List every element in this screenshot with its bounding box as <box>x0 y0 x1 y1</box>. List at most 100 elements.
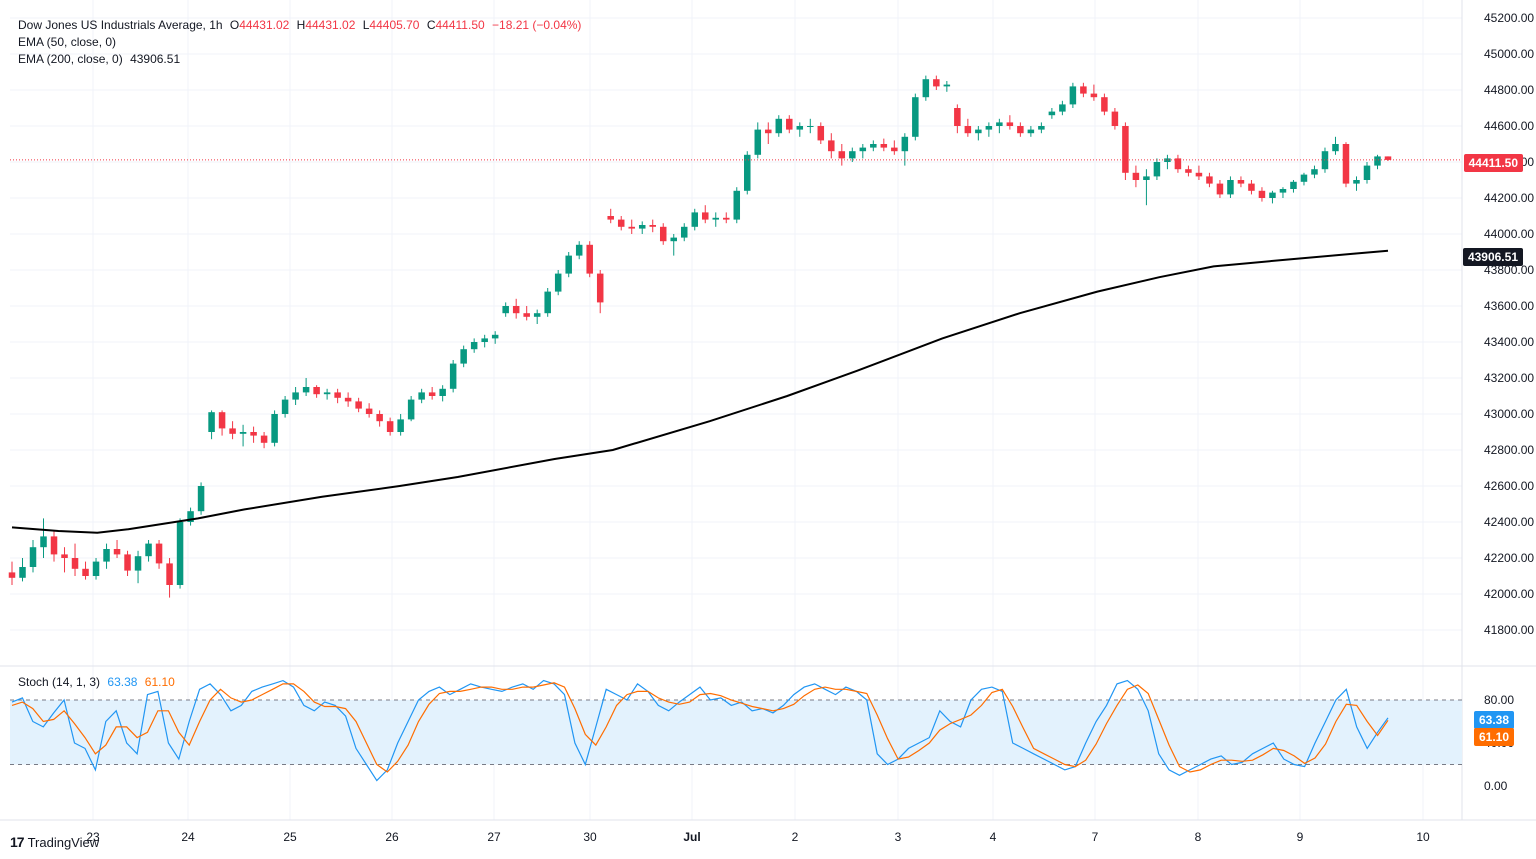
candle <box>828 133 835 159</box>
candle-body <box>638 225 646 229</box>
candle-body <box>533 313 541 317</box>
candle-body <box>922 79 930 98</box>
candle-body <box>859 147 867 152</box>
legend-ema50-label: EMA (50, close, 0) <box>18 35 117 49</box>
candle <box>880 138 888 152</box>
candle-body <box>176 522 184 585</box>
candle <box>155 540 163 569</box>
tradingview-footer[interactable]: 17 TradingView <box>10 834 99 850</box>
candle <box>523 306 530 321</box>
candle-body <box>407 399 415 420</box>
price-tick-label: 43000.00 <box>1484 407 1534 421</box>
candle-body <box>250 432 257 436</box>
grid-lines <box>10 0 1462 820</box>
last-price-badge: 44411.50 <box>1463 154 1523 172</box>
candle <box>292 387 299 405</box>
legend-ema50[interactable]: EMA (50, close, 0) <box>18 35 120 50</box>
candle <box>281 396 289 418</box>
candles <box>8 75 1392 598</box>
candle-body <box>470 342 478 350</box>
candle <box>365 403 373 418</box>
candle-body <box>996 122 1003 126</box>
candle <box>1017 122 1024 137</box>
candle <box>733 187 741 224</box>
candle-body <box>1069 86 1077 105</box>
candle <box>922 75 930 101</box>
candle <box>176 518 184 589</box>
candle-body <box>187 511 194 522</box>
candle-body <box>786 118 793 130</box>
candle-body <box>103 549 110 562</box>
candle-body <box>1311 169 1318 175</box>
candle <box>891 140 898 155</box>
candle-body <box>659 226 667 242</box>
candle-body <box>302 387 310 393</box>
candle-body <box>838 151 846 159</box>
price-tick-label: 43600.00 <box>1484 299 1534 313</box>
candle-body <box>1269 192 1276 198</box>
candle <box>439 385 446 402</box>
candle <box>386 417 394 436</box>
candle <box>40 518 47 558</box>
candle <box>1132 165 1140 188</box>
candle-body <box>954 108 961 126</box>
time-axis: 23 24 25 26 27 30 Jul 2 3 4 7 8 9 10 <box>86 830 1430 844</box>
candle-body <box>239 432 247 434</box>
legend-ema200[interactable]: EMA (200, close, 0) 43906.51 <box>18 52 184 67</box>
legend-stoch[interactable]: Stoch (14, 1, 3) 63.38 61.10 <box>18 675 179 690</box>
candle <box>208 410 215 440</box>
candle-body <box>386 421 394 432</box>
candle <box>460 345 467 368</box>
candle <box>628 219 635 234</box>
candle <box>975 126 982 141</box>
price-tick-label: 44600.00 <box>1484 119 1534 133</box>
legend-change: −18.21 (−0.04%) <box>492 18 582 32</box>
candle <box>954 104 961 134</box>
candle <box>1080 82 1087 98</box>
candle-body <box>197 486 205 512</box>
stoch-tick-label: 0.00 <box>1484 779 1508 793</box>
candle <box>1258 187 1266 202</box>
candle-body <box>1353 180 1360 184</box>
candle-body <box>29 547 37 567</box>
legend-ema200-value: 43906.51 <box>130 52 181 66</box>
candle-body <box>1248 183 1255 191</box>
candle-body <box>891 147 898 152</box>
stoch-k-badge: 63.38 <box>1473 711 1514 729</box>
candle-body <box>19 567 26 578</box>
candle-body <box>1153 162 1161 177</box>
candle-body <box>649 225 656 227</box>
candle-body <box>554 273 562 292</box>
price-tick-label: 41800.00 <box>1484 623 1534 637</box>
candle-body <box>1237 180 1245 184</box>
legend-ema200-label: EMA (200, close, 0) <box>18 52 123 66</box>
candle <box>985 122 993 137</box>
candle <box>901 133 909 166</box>
candle <box>1216 180 1224 198</box>
candle <box>701 205 709 224</box>
candle <box>1290 180 1297 193</box>
candle <box>271 410 278 447</box>
time-tick-label: 9 <box>1297 830 1304 844</box>
candle-body <box>1342 144 1350 184</box>
candle <box>197 482 205 515</box>
candle <box>82 561 89 580</box>
candle-body <box>418 392 425 400</box>
legend-stoch-k: 63.38 <box>107 675 138 689</box>
candle <box>1069 82 1077 108</box>
candle <box>670 234 677 256</box>
candle-body <box>775 118 783 134</box>
candle <box>1374 154 1381 170</box>
candle <box>397 414 404 436</box>
candle-body <box>8 572 16 578</box>
candle <box>512 298 520 319</box>
candle <box>1006 115 1014 130</box>
candle-body <box>449 363 457 389</box>
candle-body <box>1279 189 1287 193</box>
candle-body <box>1080 86 1087 94</box>
candle <box>19 558 26 582</box>
candle-body <box>292 392 299 400</box>
candle-body <box>481 338 488 342</box>
candle <box>964 118 972 137</box>
